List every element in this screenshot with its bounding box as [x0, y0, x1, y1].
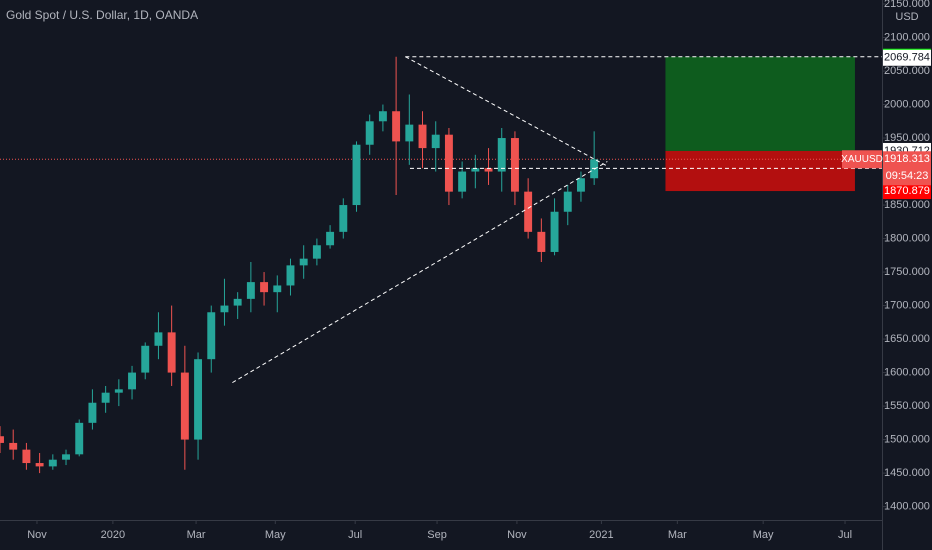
y-tick-label: 1450.000 [884, 467, 930, 479]
x-tick-label: May [753, 529, 774, 541]
candle-body [180, 372, 189, 440]
candle-body [299, 258, 308, 266]
x-tick-label: Sep [427, 529, 447, 541]
y-tick-label: 2100.000 [884, 31, 930, 43]
x-tick-label: Jul [838, 529, 852, 541]
chart-title: Gold Spot / U.S. Dollar, 1D, OANDA [6, 8, 198, 22]
candle-body [378, 111, 387, 122]
candle-body [471, 168, 480, 172]
y-tick-label: 1650.000 [884, 333, 930, 345]
candle-body [246, 282, 255, 299]
x-tick-label: Nov [27, 529, 47, 541]
candle-body [273, 285, 282, 293]
candle-body [101, 392, 110, 403]
candle-body [444, 134, 453, 192]
x-tick-label: May [265, 529, 286, 541]
candle-body [576, 178, 585, 192]
trendline [232, 161, 608, 384]
candle-body [418, 124, 427, 149]
trendline [405, 56, 608, 167]
candle-body [392, 111, 401, 142]
y-tick-label: 1700.000 [884, 299, 930, 311]
y-tick-label: 1750.000 [884, 266, 930, 278]
last-price-bg [883, 151, 931, 186]
candle-body [510, 138, 519, 192]
candle-body [75, 422, 84, 455]
candle-body [114, 389, 123, 393]
candle-body [497, 138, 506, 172]
loss-zone [665, 150, 855, 192]
candle-body [484, 168, 493, 172]
y-tick-label: 2150.000 [884, 0, 930, 10]
symbol-label-bg [842, 150, 882, 169]
profit-zone [665, 56, 855, 151]
x-tick-label: Jul [348, 529, 362, 541]
candle-body [326, 231, 335, 246]
x-tick-label: 2021 [589, 529, 613, 541]
candle-body [405, 124, 414, 142]
candle-body [22, 449, 31, 464]
candle-body [9, 442, 18, 450]
y-tick-label: 2050.000 [884, 65, 930, 77]
candle-body [286, 265, 295, 286]
y-tick-label: 1550.000 [884, 400, 930, 412]
x-tick-label: Mar [668, 529, 687, 541]
candle-body [550, 211, 559, 252]
y-tick-label: 1600.000 [884, 366, 930, 378]
candle-body [141, 345, 150, 373]
candle-body [563, 191, 572, 212]
symbol-label: XAUUSD [841, 154, 883, 165]
price-label-bg [883, 183, 931, 200]
candle-body [48, 459, 57, 467]
candle-body [88, 402, 97, 423]
candle-body [207, 312, 216, 360]
x-tick-label: 2020 [101, 529, 125, 541]
candle-body [194, 359, 203, 440]
last-price-label: 1918.313 [884, 153, 930, 165]
candle-body [220, 305, 229, 313]
candle-body [352, 144, 361, 206]
candle-body [458, 171, 467, 192]
candle-body [431, 134, 440, 149]
candle-body [537, 231, 546, 252]
candle-body [260, 282, 269, 293]
candle-body [154, 332, 163, 346]
candle-body [62, 454, 70, 460]
candle-body [35, 463, 44, 467]
candle-body [524, 191, 533, 232]
x-tick-label: Mar [187, 529, 206, 541]
candle-body [339, 205, 348, 232]
y-tick-label: 1800.000 [884, 232, 930, 244]
candle-body [312, 245, 321, 259]
candle-body [0, 436, 4, 443]
candle-body [233, 298, 242, 306]
y-tick-label: 1950.000 [884, 132, 930, 144]
price-label-bg [883, 49, 931, 66]
y-tick-label: 2000.000 [884, 98, 930, 110]
price-label: 1870.879 [884, 185, 930, 197]
candle-body [365, 121, 374, 145]
candle-body [128, 372, 136, 390]
currency-label: USD [895, 11, 918, 23]
candle-body [167, 332, 176, 373]
y-tick-label: 1850.000 [884, 199, 930, 211]
y-tick-label: 1500.000 [884, 433, 930, 445]
x-tick-label: Nov [507, 529, 527, 541]
y-tick-label: 1400.000 [884, 501, 930, 513]
price-label: 2069.784 [884, 52, 930, 64]
countdown-label: 09:54:23 [886, 170, 929, 182]
